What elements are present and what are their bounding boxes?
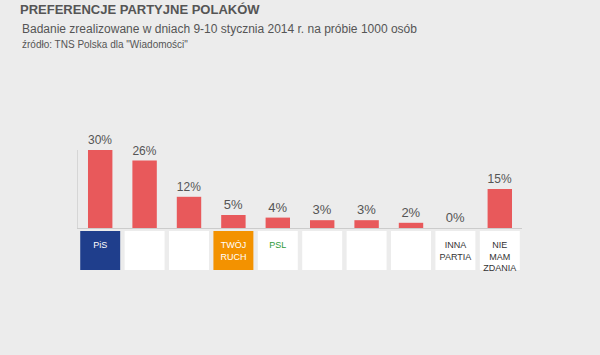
svg-text:0%: 0% — [446, 210, 465, 225]
svg-text:4%: 4% — [268, 200, 287, 215]
svg-text:5%: 5% — [224, 197, 243, 212]
svg-text:3%: 3% — [357, 202, 376, 217]
svg-text:30%: 30% — [88, 133, 112, 147]
svg-text:15%: 15% — [488, 172, 512, 186]
svg-text:źródło: TNS Polska dla "Wiadom: źródło: TNS Polska dla "Wiadomości" — [22, 39, 188, 50]
svg-text:Badanie zrealizowane w dniach: Badanie zrealizowane w dniach 9-10 stycz… — [22, 22, 417, 36]
svg-text:PiS: PiS — [93, 240, 107, 250]
svg-text:INNAPARTIA: INNAPARTIA — [440, 240, 472, 262]
svg-text:NIEMAMZDANIA: NIEMAMZDANIA — [483, 240, 516, 273]
svg-text:TWÓJRUCH: TWÓJRUCH — [220, 240, 246, 262]
svg-text:PREFERENCJE PARTYJNE POLAKÓW: PREFERENCJE PARTYJNE POLAKÓW — [20, 2, 260, 17]
svg-text:PSL: PSL — [269, 240, 286, 250]
svg-text:3%: 3% — [313, 202, 332, 217]
svg-text:26%: 26% — [132, 144, 156, 158]
svg-text:2%: 2% — [401, 205, 420, 220]
svg-text:12%: 12% — [177, 180, 201, 194]
